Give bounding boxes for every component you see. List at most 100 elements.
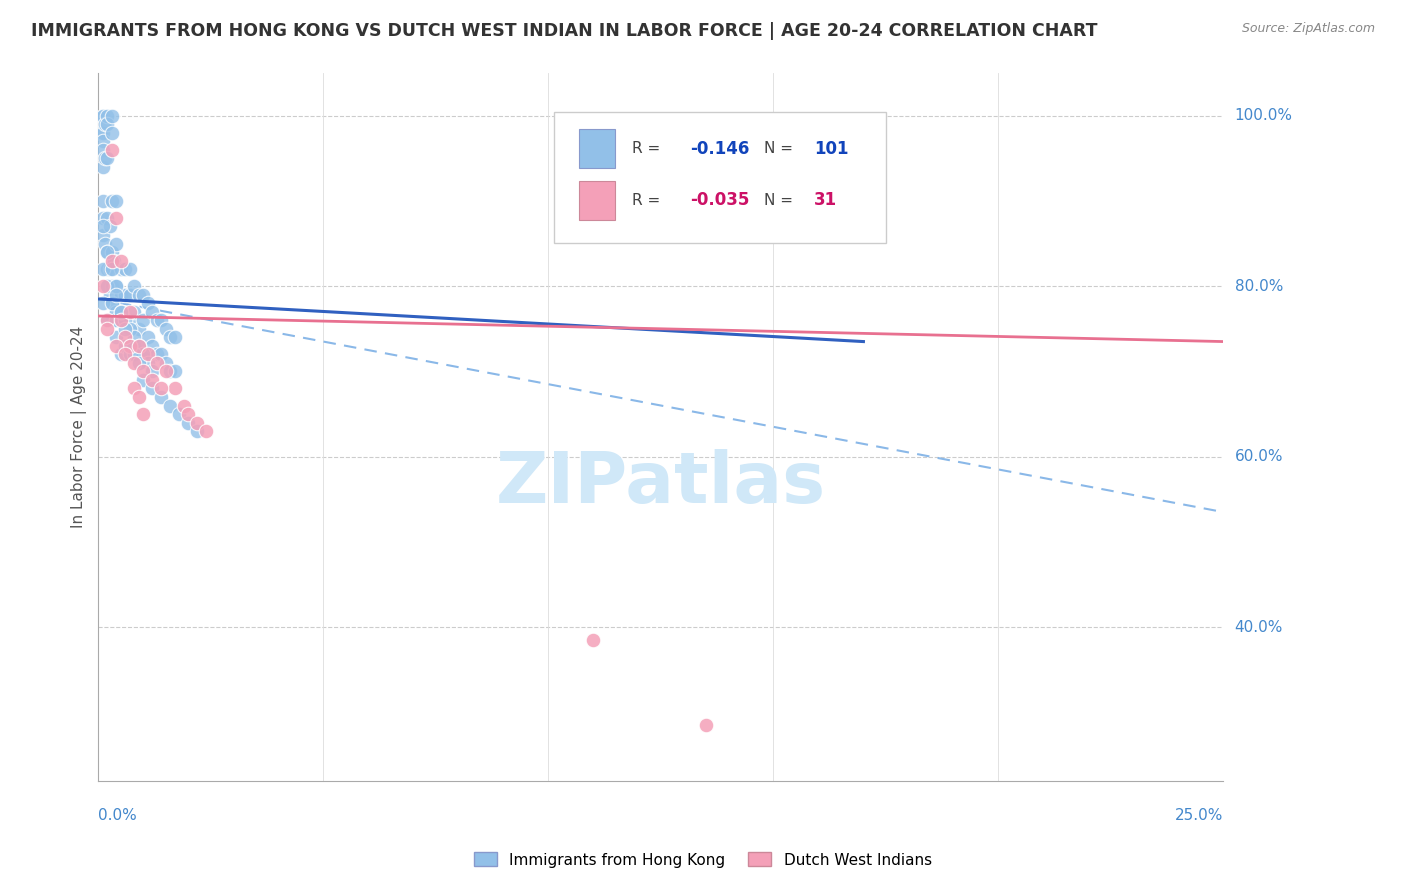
Point	[146, 347, 169, 361]
Point	[101, 245, 124, 260]
Point	[96, 211, 118, 225]
Point	[155, 356, 177, 370]
Point	[159, 364, 181, 378]
Point	[132, 347, 155, 361]
Point	[132, 407, 155, 421]
Point	[96, 245, 118, 260]
Point	[91, 211, 114, 225]
Point	[118, 304, 141, 318]
Text: R =: R =	[631, 193, 665, 208]
Point	[101, 109, 124, 123]
Point	[105, 339, 128, 353]
Y-axis label: In Labor Force | Age 20-24: In Labor Force | Age 20-24	[72, 326, 87, 528]
Text: R =: R =	[631, 141, 665, 156]
Point	[96, 279, 118, 293]
Point	[114, 262, 136, 277]
Point	[96, 313, 118, 327]
Point	[91, 160, 114, 174]
Point	[124, 330, 146, 344]
Text: Source: ZipAtlas.com: Source: ZipAtlas.com	[1241, 22, 1375, 36]
Text: 100.0%: 100.0%	[1234, 108, 1292, 123]
Point	[91, 143, 114, 157]
Point	[110, 304, 132, 318]
Point	[124, 304, 146, 318]
Point	[91, 219, 114, 234]
Point	[128, 322, 150, 336]
Point	[128, 339, 150, 353]
Point	[101, 253, 124, 268]
Point	[105, 304, 128, 318]
Point	[195, 424, 218, 438]
Point	[105, 330, 128, 344]
Point	[110, 313, 132, 327]
Text: 40.0%: 40.0%	[1234, 620, 1282, 635]
Point	[114, 313, 136, 327]
Point	[98, 262, 121, 277]
Point	[150, 390, 173, 404]
Point	[141, 373, 163, 387]
Text: 60.0%: 60.0%	[1234, 450, 1284, 464]
Point	[132, 287, 155, 301]
Point	[141, 339, 163, 353]
Point	[118, 287, 141, 301]
Point	[96, 322, 118, 336]
Point	[98, 287, 121, 301]
Point	[101, 194, 124, 208]
Point	[695, 718, 717, 732]
Point	[91, 194, 114, 208]
Point	[128, 356, 150, 370]
Text: 0.0%: 0.0%	[98, 808, 138, 823]
Point	[94, 117, 117, 131]
Point	[124, 279, 146, 293]
Text: 80.0%: 80.0%	[1234, 278, 1282, 293]
Point	[150, 382, 173, 396]
Point	[128, 287, 150, 301]
Point	[163, 330, 186, 344]
Point	[105, 287, 128, 301]
Point	[105, 313, 128, 327]
FancyBboxPatch shape	[579, 181, 614, 219]
Point	[163, 382, 186, 396]
Point	[110, 262, 132, 277]
Point	[96, 313, 118, 327]
Point	[105, 279, 128, 293]
Point	[101, 262, 124, 277]
Point	[186, 416, 208, 430]
Text: N =: N =	[765, 141, 799, 156]
Text: 101: 101	[814, 140, 848, 158]
Point	[118, 313, 141, 327]
Point	[96, 245, 118, 260]
Point	[150, 313, 173, 327]
Point	[91, 109, 114, 123]
Point	[128, 390, 150, 404]
Point	[118, 262, 141, 277]
Point	[136, 296, 159, 310]
Point	[146, 313, 169, 327]
Point	[169, 407, 191, 421]
Point	[101, 126, 124, 140]
Point	[159, 330, 181, 344]
Point	[110, 313, 132, 327]
Point	[96, 279, 118, 293]
Point	[94, 151, 117, 165]
Point	[98, 219, 121, 234]
Point	[105, 236, 128, 251]
Point	[132, 347, 155, 361]
Point	[110, 304, 132, 318]
Point	[124, 339, 146, 353]
Point	[124, 356, 146, 370]
Point	[110, 253, 132, 268]
Point	[582, 633, 605, 648]
Point	[132, 373, 155, 387]
Text: N =: N =	[765, 193, 799, 208]
Point	[136, 356, 159, 370]
Point	[118, 339, 141, 353]
Point	[163, 364, 186, 378]
Point	[91, 109, 114, 123]
Point	[94, 236, 117, 251]
Point	[101, 143, 124, 157]
Point	[146, 356, 169, 370]
Point	[105, 194, 128, 208]
Text: 25.0%: 25.0%	[1175, 808, 1223, 823]
Text: ZIPatlas: ZIPatlas	[496, 449, 825, 518]
